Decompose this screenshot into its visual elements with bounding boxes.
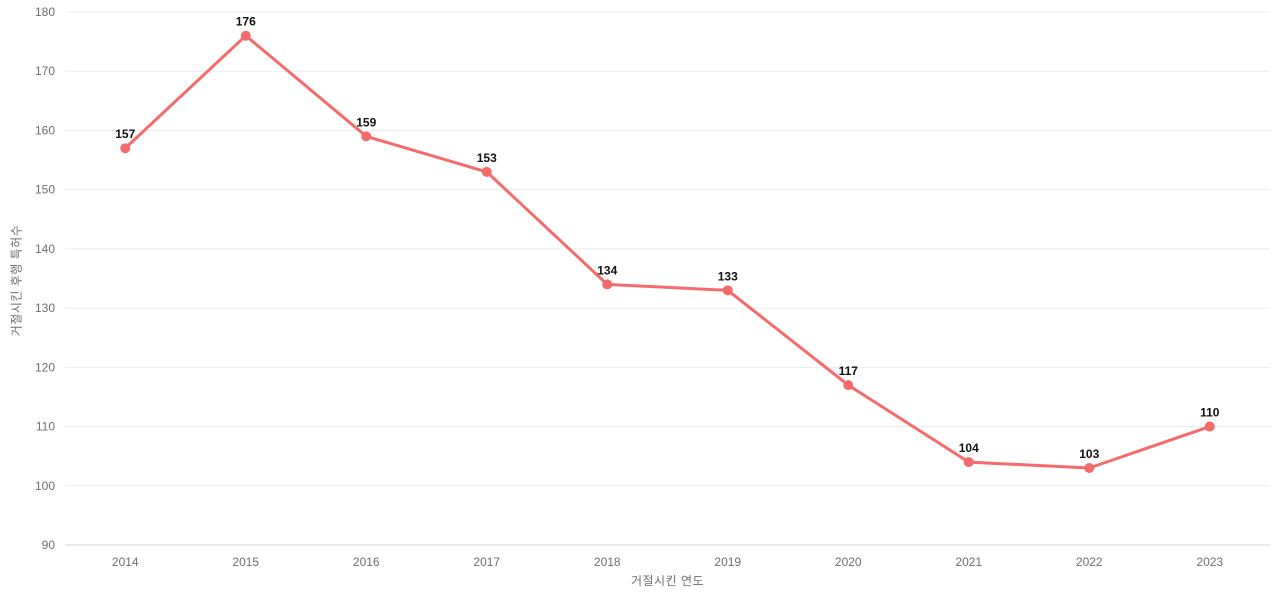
y-tick-label: 160 bbox=[35, 123, 55, 137]
data-point[interactable] bbox=[963, 457, 974, 468]
data-point-label: 110 bbox=[1200, 406, 1220, 420]
y-tick-label: 90 bbox=[42, 538, 56, 552]
y-tick-label: 170 bbox=[35, 64, 55, 78]
x-tick-label: 2019 bbox=[714, 555, 741, 569]
data-point[interactable] bbox=[481, 166, 492, 177]
data-point-label: 157 bbox=[115, 127, 135, 141]
y-tick-label: 110 bbox=[36, 420, 55, 434]
y-tick-label: 140 bbox=[35, 242, 55, 256]
data-point-label: 153 bbox=[477, 151, 497, 165]
data-point-label: 117 bbox=[839, 364, 859, 378]
data-point[interactable] bbox=[361, 131, 372, 142]
y-tick-label: 100 bbox=[35, 479, 55, 493]
data-point[interactable] bbox=[722, 285, 733, 296]
series-line bbox=[123, 34, 1212, 470]
y-tick-label: 180 bbox=[35, 5, 55, 19]
data-point[interactable] bbox=[1204, 421, 1215, 432]
x-tick-label: 2020 bbox=[835, 555, 862, 569]
x-tick-label: 2021 bbox=[955, 555, 982, 569]
data-point[interactable] bbox=[120, 143, 131, 154]
x-tick-label: 2015 bbox=[232, 555, 259, 569]
data-point-label: 134 bbox=[597, 263, 617, 277]
data-point[interactable] bbox=[602, 279, 613, 290]
data-point-label: 104 bbox=[959, 441, 979, 455]
y-tick-label: 120 bbox=[35, 360, 55, 374]
x-tick-label: 2018 bbox=[594, 555, 621, 569]
y-axis-title: 거절시킨 후행 특허수 bbox=[9, 224, 24, 337]
x-axis-title: 거절시킨 연도 bbox=[630, 574, 705, 588]
data-point-label: 133 bbox=[718, 269, 738, 283]
data-point-label: 103 bbox=[1079, 447, 1099, 461]
data-point[interactable] bbox=[240, 30, 251, 41]
data-point[interactable] bbox=[1084, 463, 1095, 474]
x-tick-label: 2016 bbox=[353, 555, 380, 569]
y-tick-label: 150 bbox=[35, 183, 55, 197]
data-point-label: 159 bbox=[356, 115, 376, 129]
x-tick-label: 2014 bbox=[112, 555, 139, 569]
x-tick-label: 2017 bbox=[473, 555, 500, 569]
y-tick-label: 130 bbox=[35, 301, 55, 315]
x-tick-label: 2022 bbox=[1076, 555, 1103, 569]
data-point[interactable] bbox=[843, 380, 854, 391]
data-point-label: 176 bbox=[236, 15, 256, 29]
x-tick-label: 2023 bbox=[1196, 555, 1223, 569]
